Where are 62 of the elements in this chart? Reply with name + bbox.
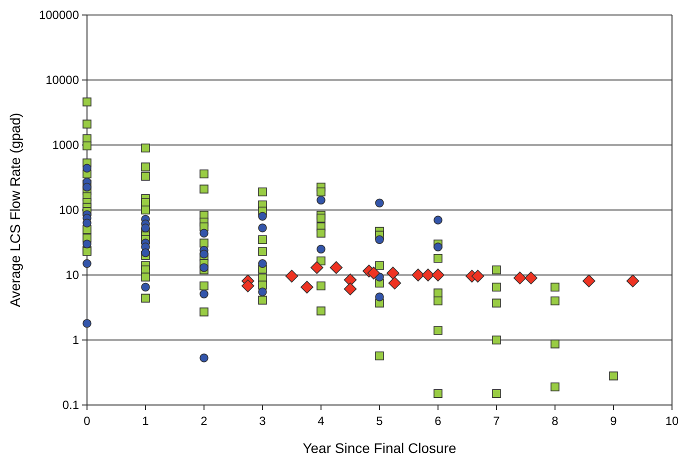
x-tick-label: 10	[665, 414, 678, 428]
x-axis-title: Year Since Final Closure	[302, 440, 456, 456]
x-tick-label: 3	[259, 414, 266, 428]
y-tick-label: 10000	[46, 73, 80, 88]
point	[316, 244, 326, 254]
x-tick-label: 2	[200, 414, 208, 428]
point	[200, 290, 208, 298]
x-tick-label: 9	[610, 414, 618, 428]
x-tick-label: 7	[493, 414, 500, 428]
y-tick-label: 100	[58, 203, 80, 218]
point	[330, 261, 343, 274]
point	[258, 224, 267, 232]
x-tick-label: 1	[142, 414, 150, 428]
point	[471, 270, 484, 283]
point	[367, 266, 380, 280]
point	[141, 224, 150, 232]
point	[316, 196, 326, 204]
point	[434, 216, 442, 224]
x-tick-label: 4	[318, 414, 325, 428]
x-tick-label: 0	[84, 414, 91, 428]
point	[386, 266, 400, 280]
point	[141, 282, 150, 292]
point	[200, 228, 208, 238]
point	[141, 248, 150, 258]
point	[258, 212, 267, 221]
point	[626, 274, 640, 288]
y-tick-label: 10	[66, 268, 80, 282]
point	[82, 240, 92, 248]
point	[388, 276, 402, 290]
point	[285, 270, 298, 283]
point	[422, 268, 434, 282]
point	[82, 182, 92, 192]
x-tick-label: 6	[434, 414, 442, 428]
point	[241, 279, 254, 292]
point	[82, 259, 92, 268]
point	[300, 280, 314, 294]
point	[200, 354, 208, 362]
y-axis-title: Average LCS Flow Rate (gpad)	[7, 112, 23, 308]
x-tick-label: 8	[552, 414, 559, 428]
point	[412, 268, 425, 282]
point	[200, 250, 208, 258]
point	[375, 198, 384, 208]
x-tick-label: 5	[376, 414, 384, 428]
point	[434, 242, 442, 252]
point	[310, 261, 324, 274]
point	[200, 263, 208, 272]
point	[514, 272, 526, 284]
point	[582, 274, 596, 288]
point	[432, 268, 444, 282]
point	[82, 319, 92, 328]
y-tick-label: 1000	[52, 138, 80, 152]
y-tick-label: 1	[72, 333, 80, 348]
point	[375, 292, 384, 302]
point	[82, 164, 92, 173]
point	[258, 259, 267, 268]
point	[375, 235, 384, 244]
point	[524, 272, 538, 284]
point	[82, 218, 92, 228]
y-tick-label: 100000	[38, 8, 80, 22]
point	[344, 282, 357, 296]
point	[258, 287, 267, 296]
y-tick-label: 0.1	[62, 398, 80, 412]
